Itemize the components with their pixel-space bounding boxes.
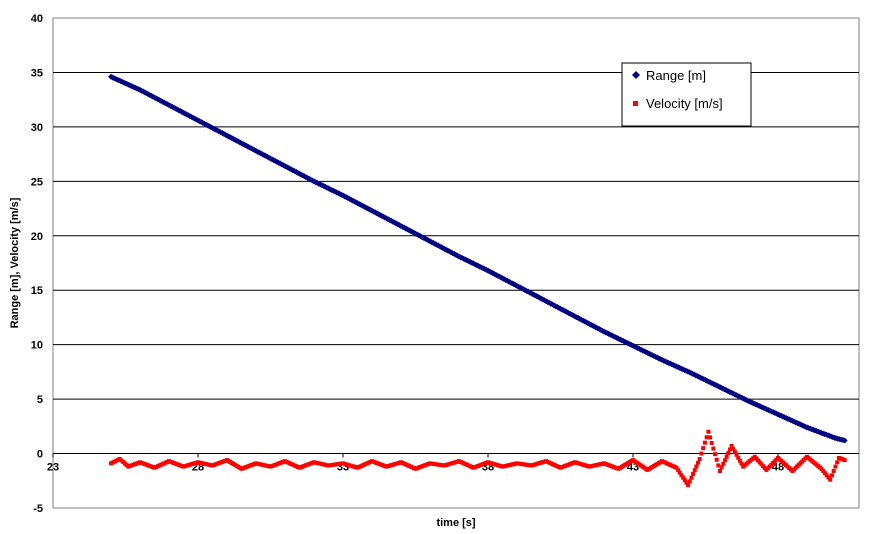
- velocity-point: [835, 460, 840, 465]
- velocity-point: [689, 475, 694, 480]
- velocity-point: [718, 468, 722, 473]
- legend-range-marker: [632, 71, 640, 79]
- y-tick-label: 25: [31, 176, 43, 188]
- y-tick-label: 35: [31, 67, 43, 79]
- velocity-point: [737, 458, 742, 463]
- y-tick-label: 5: [37, 394, 43, 406]
- legend: Range [m] Velocity [m/s]: [621, 62, 752, 127]
- velocity-point: [699, 451, 704, 456]
- velocity-point: [704, 435, 709, 440]
- velocity-point: [727, 447, 732, 452]
- velocity-point: [719, 465, 724, 470]
- velocity-point: [706, 429, 711, 434]
- velocity-point: [682, 478, 687, 483]
- velocity-point: [833, 464, 838, 469]
- y-tick-label: 30: [31, 122, 43, 134]
- velocity-point: [828, 477, 833, 482]
- velocity-point: [701, 446, 706, 451]
- velocity-point: [708, 435, 713, 440]
- velocity-point: [831, 468, 836, 473]
- velocity-point: [724, 454, 729, 459]
- y-tick-label: 40: [31, 13, 43, 25]
- velocity-point: [679, 473, 684, 478]
- velocity-point: [684, 480, 689, 485]
- y-tick-label: -5: [33, 503, 43, 515]
- legend-velocity-marker: [633, 101, 638, 106]
- legend-range-label: Range [m]: [646, 68, 706, 83]
- velocity-point: [714, 457, 719, 462]
- y-tick-label: 20: [31, 231, 43, 243]
- range-series: [108, 73, 848, 444]
- velocity-point: [681, 475, 686, 480]
- velocity-point: [697, 457, 702, 461]
- velocity-point: [822, 471, 827, 476]
- velocity-point: [687, 479, 692, 484]
- velocity-point: [734, 452, 739, 457]
- velocity-point: [824, 473, 829, 478]
- x-axis-title: time [s]: [436, 517, 475, 529]
- velocity-point: [732, 449, 737, 454]
- velocity-point: [694, 464, 699, 469]
- x-tick-label: 23: [47, 462, 59, 474]
- y-axis-title: Range [m], Velocity [m/s]: [9, 197, 21, 328]
- y-tick-label: 0: [37, 449, 43, 461]
- range-point: [841, 437, 848, 444]
- y-tick-labels: -5 0 5 10 15 20 25 30 35 40: [31, 13, 43, 515]
- velocity-point: [726, 451, 731, 456]
- velocity-point: [739, 461, 744, 466]
- velocity-point: [721, 461, 726, 466]
- velocity-point: [677, 470, 682, 475]
- velocity-point: [676, 468, 681, 473]
- velocity-point: [713, 452, 718, 457]
- velocity-point: [842, 458, 847, 463]
- velocity-point: [709, 440, 714, 445]
- velocity-point: [674, 465, 679, 470]
- velocity-point: [826, 475, 831, 480]
- legend-box: [621, 62, 752, 127]
- y-tick-label: 10: [31, 340, 43, 352]
- velocity-point: [819, 466, 824, 471]
- velocity-point: [692, 468, 697, 473]
- velocity-point: [736, 455, 741, 460]
- velocity-point: [696, 460, 701, 465]
- velocity-point: [729, 443, 734, 448]
- velocity-point: [691, 471, 696, 476]
- velocity-series: [109, 429, 847, 488]
- velocity-point: [716, 463, 721, 468]
- velocity-point: [711, 446, 716, 451]
- velocity-point: [731, 446, 736, 451]
- velocity-point: [821, 468, 826, 473]
- velocity-point: [686, 483, 691, 488]
- velocity-point: [702, 440, 707, 445]
- legend-velocity-label: Velocity [m/s]: [646, 96, 723, 111]
- velocity-point: [829, 473, 834, 478]
- velocity-point: [722, 458, 727, 463]
- y-tick-label: 15: [31, 285, 43, 297]
